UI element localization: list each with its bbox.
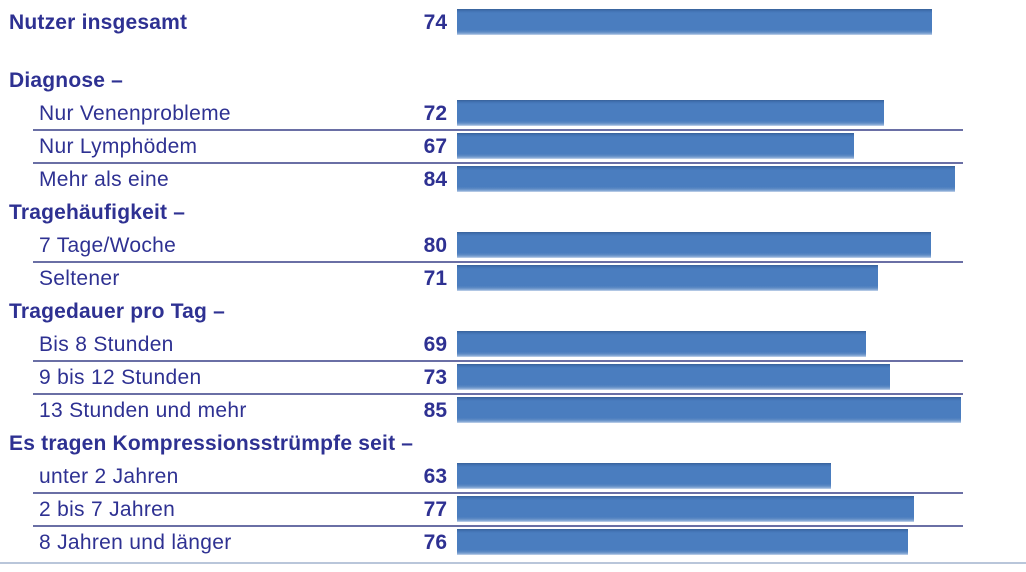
bar bbox=[457, 463, 831, 489]
bar bbox=[457, 166, 955, 192]
category-label: Nur Lymphödem bbox=[39, 135, 198, 158]
chart-row: 7 Tage/Woche 80 bbox=[0, 229, 1026, 262]
category-label: 8 Jahren und länger bbox=[39, 531, 232, 554]
chart-group: Diagnose – Nur Venenprobleme 72 Nur Lymphöd… bbox=[0, 64, 1026, 196]
chart-row: Bis 8 Stunden 69 bbox=[0, 328, 1026, 361]
chart-group: Es tragen Kompressionsstrümpfe seit – unt… bbox=[0, 427, 1026, 559]
bar bbox=[457, 496, 914, 522]
row-separator-line bbox=[33, 261, 963, 263]
group-header-label: Tragehäufigkeit – bbox=[9, 201, 186, 224]
category-label: 9 bis 12 Stunden bbox=[39, 366, 202, 389]
row-separator-line bbox=[33, 492, 963, 494]
category-label: Mehr als eine bbox=[39, 168, 169, 191]
value-label: 73 bbox=[423, 366, 447, 389]
group-header-label: Diagnose – bbox=[9, 69, 124, 92]
value-label: 85 bbox=[423, 399, 447, 422]
bar bbox=[457, 265, 878, 291]
chart-row: 2 bis 7 Jahren 77 bbox=[0, 492, 1026, 526]
value-label: 72 bbox=[423, 102, 447, 125]
row-separator-line bbox=[33, 129, 963, 131]
category-label: Nutzer insgesamt bbox=[9, 11, 188, 34]
bar bbox=[457, 9, 932, 35]
value-label: 69 bbox=[423, 333, 447, 356]
chart-group: Tragedauer pro Tag – Bis 8 Stunden 69 9 bis… bbox=[0, 295, 1026, 427]
value-label: 71 bbox=[423, 267, 447, 290]
category-label: 13 Stunden und mehr bbox=[39, 399, 247, 422]
group-header-label: Tragedauer pro Tag – bbox=[9, 300, 225, 323]
category-label: unter 2 Jahren bbox=[39, 465, 179, 488]
row-separator-line bbox=[33, 393, 963, 395]
value-label: 74 bbox=[423, 11, 447, 34]
bar bbox=[457, 100, 884, 126]
bar bbox=[457, 232, 931, 258]
value-label: 77 bbox=[423, 498, 447, 521]
bottom-rule bbox=[0, 562, 1026, 564]
group-header-row: Diagnose – bbox=[0, 64, 1026, 97]
chart-group: Tragehäufigkeit – 7 Tage/Woche 80 Seltener 7… bbox=[0, 196, 1026, 295]
group-header-row: Es tragen Kompressionsstrümpfe seit – bbox=[0, 427, 1026, 460]
chart-row: 13 Stunden und mehr 85 bbox=[0, 393, 1026, 427]
bar bbox=[457, 364, 890, 390]
row-separator-line bbox=[33, 162, 963, 164]
category-label: Seltener bbox=[39, 267, 120, 290]
category-label: Nur Venenprobleme bbox=[39, 102, 231, 125]
bar bbox=[457, 397, 961, 423]
group-header-row: Tragehäufigkeit – bbox=[0, 196, 1026, 229]
bar bbox=[457, 331, 866, 357]
value-label: 84 bbox=[423, 168, 447, 191]
chart-row: Mehr als eine 84 bbox=[0, 162, 1026, 196]
chart-row: Nutzer insgesamt 74 bbox=[0, 6, 1026, 39]
group-header-row: Tragedauer pro Tag – bbox=[0, 295, 1026, 328]
chart-group: Nutzer insgesamt 74 bbox=[0, 6, 1026, 39]
chart-rows: Nutzer insgesamt 74 Diagnose – Nur Venenpro… bbox=[0, 6, 1026, 559]
value-label: 63 bbox=[423, 465, 447, 488]
value-label: 76 bbox=[423, 531, 447, 554]
value-label: 80 bbox=[423, 234, 447, 257]
category-label: 7 Tage/Woche bbox=[39, 234, 177, 257]
group-header-label: Es tragen Kompressionsstrümpfe seit – bbox=[9, 432, 414, 455]
value-label: 67 bbox=[423, 135, 447, 158]
category-label: 2 bis 7 Jahren bbox=[39, 498, 176, 521]
chart-row: Nur Venenprobleme 72 bbox=[0, 97, 1026, 130]
chart-row: 9 bis 12 Stunden 73 bbox=[0, 360, 1026, 394]
chart-row: 8 Jahren und länger 76 bbox=[0, 525, 1026, 559]
category-label: Bis 8 Stunden bbox=[39, 333, 174, 356]
chart-row: unter 2 Jahren 63 bbox=[0, 460, 1026, 493]
chart-row: Seltener 71 bbox=[0, 261, 1026, 295]
row-separator-line bbox=[33, 360, 963, 362]
bar bbox=[457, 133, 854, 159]
row-separator-line bbox=[33, 525, 963, 527]
chart-row: Nur Lymphödem 67 bbox=[0, 129, 1026, 163]
bar bbox=[457, 529, 908, 555]
